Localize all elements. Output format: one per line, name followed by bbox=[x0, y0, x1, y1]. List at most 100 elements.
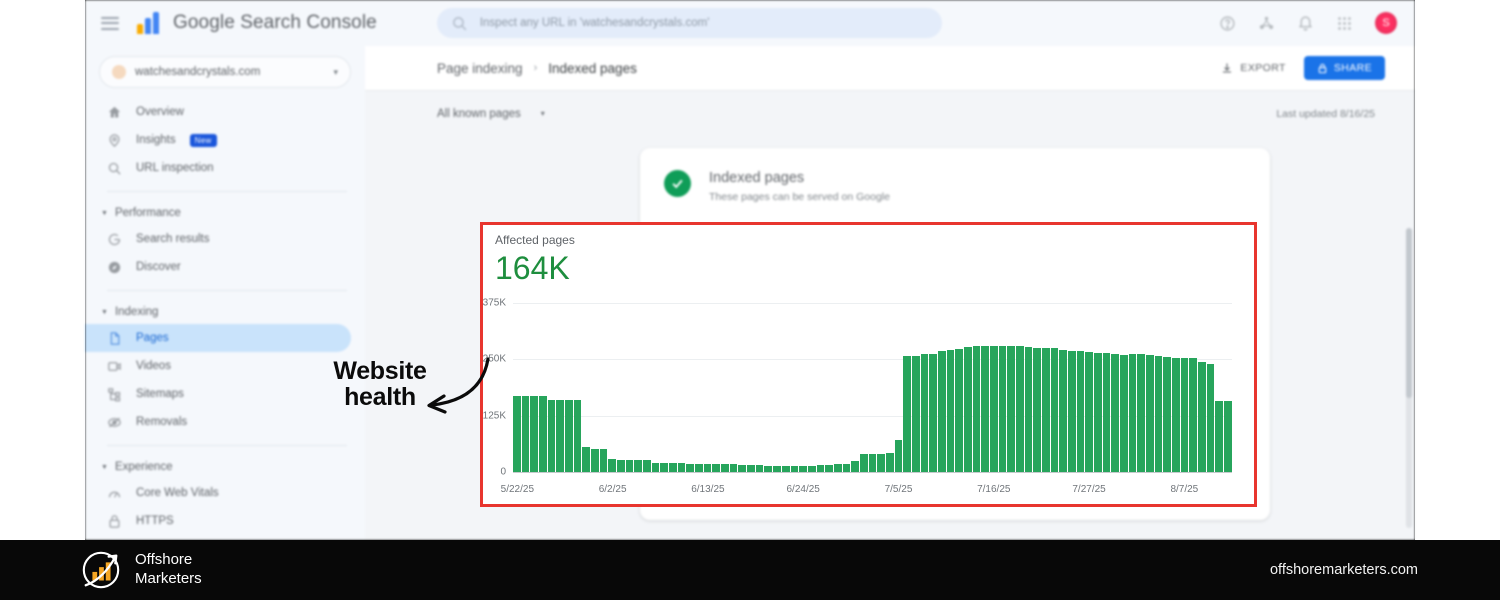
chart-bar[interactable] bbox=[547, 399, 556, 472]
chart-bar[interactable] bbox=[651, 463, 660, 472]
chart-bar[interactable] bbox=[634, 460, 643, 472]
share-button[interactable]: SHARE bbox=[1303, 56, 1385, 80]
chart-bar[interactable] bbox=[790, 465, 799, 472]
chart-bar[interactable] bbox=[738, 464, 747, 472]
chart-bar[interactable] bbox=[946, 350, 955, 472]
vertical-scrollbar[interactable] bbox=[1406, 228, 1412, 528]
chart-bar[interactable] bbox=[1137, 353, 1146, 472]
chart-bar[interactable] bbox=[747, 465, 755, 472]
chart-bar[interactable] bbox=[972, 345, 981, 472]
sidebar-item-https[interactable]: HTTPS bbox=[85, 507, 365, 535]
chart-bar[interactable] bbox=[573, 399, 582, 472]
notifications-bell-icon[interactable] bbox=[1297, 15, 1314, 32]
chart-bar[interactable] bbox=[565, 399, 573, 472]
chart-bar[interactable] bbox=[1215, 400, 1224, 472]
sidebar-item-core-web-vitals[interactable]: Core Web Vitals bbox=[85, 479, 365, 507]
chart-bar[interactable] bbox=[1128, 353, 1137, 472]
chart-bar[interactable] bbox=[755, 465, 764, 472]
chart-bar[interactable] bbox=[963, 346, 972, 472]
breadcrumb-parent[interactable]: Page indexing bbox=[437, 60, 523, 76]
url-inspection-search[interactable]: Inspect any URL in 'watchesandcrystals.c… bbox=[436, 8, 942, 38]
sidebar-item-url-inspection[interactable]: URL inspection bbox=[85, 154, 365, 182]
chart-bar[interactable] bbox=[1154, 355, 1163, 472]
chart-bar[interactable] bbox=[807, 465, 816, 472]
chart-bar[interactable] bbox=[885, 453, 894, 472]
chart-bar[interactable] bbox=[1146, 354, 1154, 472]
chart-bars[interactable] bbox=[513, 303, 1232, 472]
chart-bar[interactable] bbox=[591, 448, 599, 472]
chart-bar[interactable] bbox=[981, 345, 989, 472]
chart-bar[interactable] bbox=[937, 351, 946, 472]
chart-bar[interactable] bbox=[1198, 362, 1206, 472]
chart-bar[interactable] bbox=[556, 399, 565, 472]
app-logo[interactable]: Google Search Console bbox=[137, 12, 377, 34]
sidebar-item-pages[interactable]: Pages bbox=[85, 324, 351, 352]
chart-bar[interactable] bbox=[599, 448, 608, 472]
chart-bar[interactable] bbox=[955, 349, 963, 472]
sidebar-group-experience[interactable]: ▼ Experience bbox=[85, 455, 365, 479]
chart-bar[interactable] bbox=[539, 396, 547, 472]
sidebar-item-sitemaps[interactable]: Sitemaps bbox=[85, 380, 365, 408]
chart-bar[interactable] bbox=[859, 453, 868, 472]
sidebar-item-overview[interactable]: Overview bbox=[85, 98, 365, 126]
chart-bar[interactable] bbox=[851, 460, 859, 472]
chart-bar[interactable] bbox=[625, 460, 634, 472]
chart-bar[interactable] bbox=[686, 463, 695, 472]
chart-bar[interactable] bbox=[911, 355, 920, 472]
chart-bar[interactable] bbox=[1172, 358, 1180, 472]
chart-bar[interactable] bbox=[920, 353, 929, 472]
export-button[interactable]: EXPORT bbox=[1221, 62, 1285, 74]
sidebar-item-discover[interactable]: Discover bbox=[85, 253, 365, 281]
chart-bar[interactable] bbox=[903, 355, 911, 472]
chart-bar[interactable] bbox=[816, 465, 825, 472]
chart-bar[interactable] bbox=[643, 460, 651, 472]
chart-bar[interactable] bbox=[842, 463, 851, 472]
chart-bar[interactable] bbox=[617, 460, 625, 472]
chart-bar[interactable] bbox=[1094, 353, 1102, 472]
chart-bar[interactable] bbox=[1041, 347, 1050, 472]
chart-bar[interactable] bbox=[894, 440, 903, 472]
chart-bar[interactable] bbox=[1120, 354, 1128, 472]
chart-bar[interactable] bbox=[513, 396, 521, 472]
chart-bar[interactable] bbox=[703, 463, 712, 472]
chart-bar[interactable] bbox=[712, 464, 721, 472]
chart-bar[interactable] bbox=[677, 463, 686, 472]
chart-bar[interactable] bbox=[582, 447, 591, 472]
chart-bar[interactable] bbox=[833, 463, 842, 472]
chart-bar[interactable] bbox=[1015, 345, 1024, 472]
chart-bar[interactable] bbox=[989, 345, 998, 472]
chart-bar[interactable] bbox=[695, 463, 703, 472]
apps-grid-icon[interactable] bbox=[1336, 15, 1353, 32]
sidebar-group-indexing[interactable]: ▼ Indexing bbox=[85, 300, 365, 324]
sidebar-item-removals[interactable]: Removals bbox=[85, 408, 365, 436]
property-selector[interactable]: watchesandcrystals.com ▾ bbox=[99, 56, 351, 88]
sidebar-item-videos[interactable]: Videos bbox=[85, 352, 365, 380]
sidebar-item-insights[interactable]: Insights New bbox=[85, 126, 365, 154]
chart-bar[interactable] bbox=[1111, 353, 1120, 472]
chart-bar[interactable] bbox=[1224, 400, 1232, 472]
chart-bar[interactable] bbox=[799, 465, 807, 472]
page-filter-dropdown[interactable]: All known pages ▾ bbox=[437, 108, 545, 120]
chart-bar[interactable] bbox=[721, 464, 729, 472]
chart-bar[interactable] bbox=[660, 463, 669, 472]
chart-bar[interactable] bbox=[1068, 351, 1076, 472]
chart-bar[interactable] bbox=[1050, 347, 1059, 472]
chart-bar[interactable] bbox=[1163, 356, 1172, 472]
chart-bar[interactable] bbox=[1076, 351, 1085, 472]
chart-bar[interactable] bbox=[868, 453, 877, 472]
avatar[interactable]: S bbox=[1375, 12, 1397, 34]
chart-bar[interactable] bbox=[1189, 358, 1198, 472]
chart-bar[interactable] bbox=[608, 459, 617, 472]
chart-bar[interactable] bbox=[1059, 350, 1067, 472]
chart-bar[interactable] bbox=[764, 465, 773, 472]
chart-bar[interactable] bbox=[1102, 353, 1111, 472]
hamburger-icon[interactable] bbox=[101, 16, 119, 30]
chart-bar[interactable] bbox=[781, 465, 790, 472]
chart-bar[interactable] bbox=[1085, 352, 1094, 472]
chart-bar[interactable] bbox=[530, 396, 539, 472]
chart-bar[interactable] bbox=[825, 464, 833, 472]
accessibility-icon[interactable] bbox=[1258, 15, 1275, 32]
sidebar-item-search-results[interactable]: Search results bbox=[85, 225, 365, 253]
chart-bar[interactable] bbox=[1206, 363, 1215, 472]
chart-bar[interactable] bbox=[929, 353, 937, 472]
